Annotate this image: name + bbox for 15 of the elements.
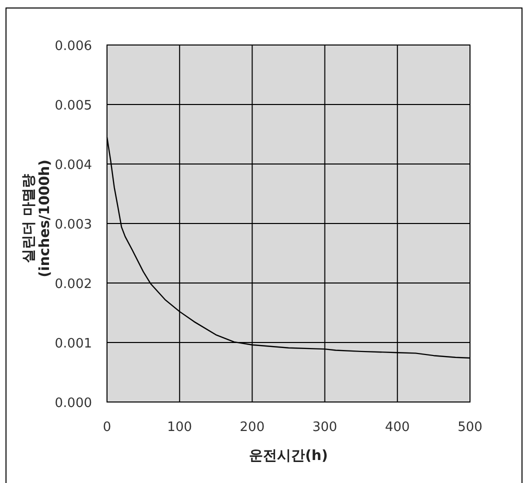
y-tick-label: 0.003 xyxy=(54,218,92,232)
y-tick-label: 0.000 xyxy=(54,396,92,411)
y-tick-label: 0.001 xyxy=(54,336,92,352)
y-tick-label: 0.004 xyxy=(54,158,92,173)
x-tick-label: 0 xyxy=(102,420,112,435)
x-tick-label: 500 xyxy=(458,420,482,435)
x-tick-label: 400 xyxy=(384,420,410,435)
y-tick-label: 0.006 xyxy=(54,39,92,54)
y-tick-label: 0.002 xyxy=(54,277,92,292)
y-tick-label: 0.005 xyxy=(54,98,92,114)
y-axis-title: 실린더 마멸량 (inches/1000h) xyxy=(21,160,53,278)
x-tick-label: 100 xyxy=(167,420,192,435)
x-axis-title: 운전시간(h) xyxy=(249,448,328,464)
x-tick-label: 300 xyxy=(312,420,338,435)
x-tick-label: 200 xyxy=(240,420,265,435)
